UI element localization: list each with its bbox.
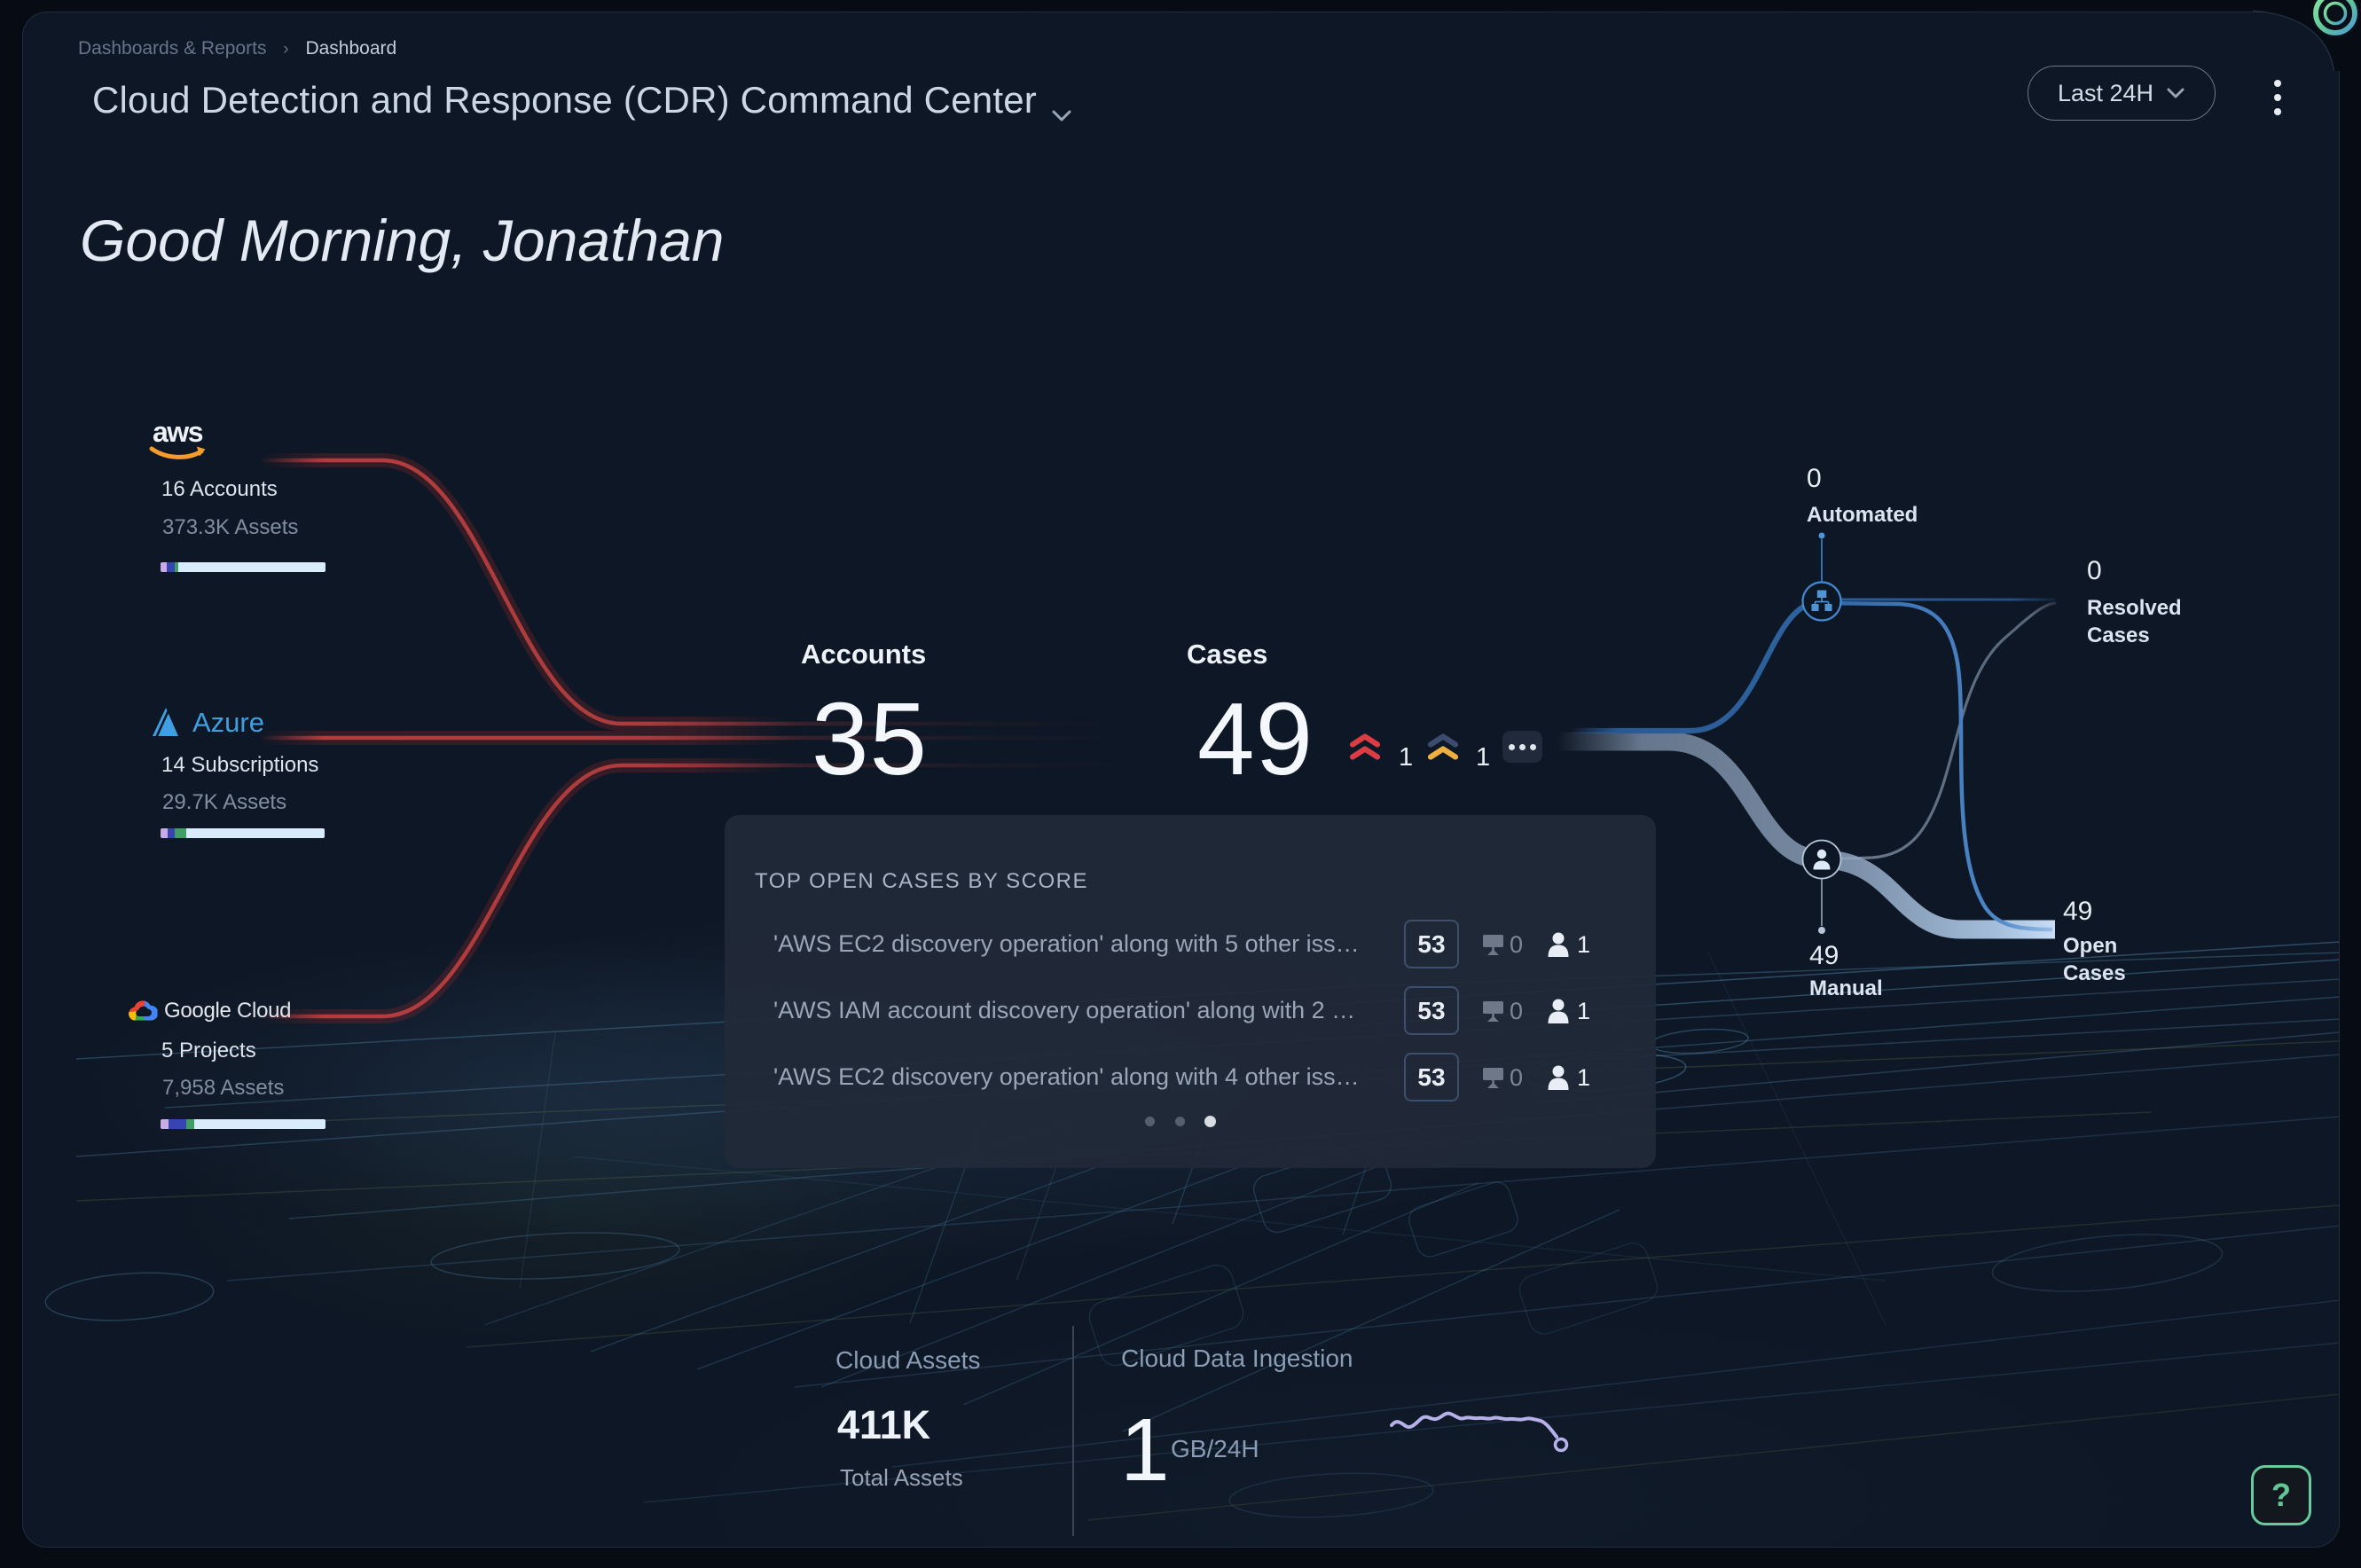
svg-text:aws: aws xyxy=(153,417,203,448)
svg-text:Azure: Azure xyxy=(192,707,264,738)
svg-text:Google: Google xyxy=(164,999,231,1023)
svg-text:Cloud: Cloud xyxy=(237,999,291,1023)
